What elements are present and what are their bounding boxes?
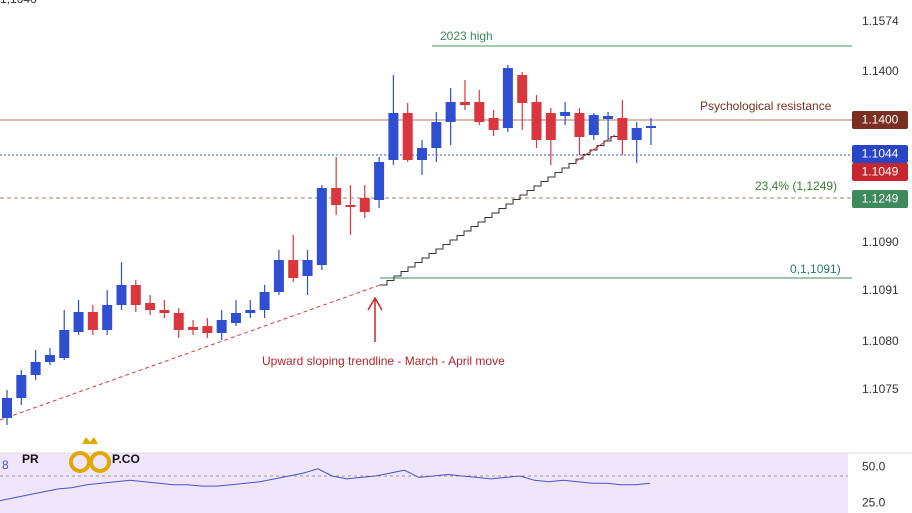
trendline-end xyxy=(574,134,616,163)
trendline xyxy=(0,284,381,421)
price-badge xyxy=(852,145,908,163)
candle-body xyxy=(202,326,213,333)
rsi-tick-label: 25.0 xyxy=(862,496,886,510)
logo: PR P.CO xyxy=(22,437,140,473)
candle-body xyxy=(30,362,41,375)
candle-body xyxy=(359,198,370,212)
candle-body xyxy=(188,327,199,330)
candle-body xyxy=(116,285,127,305)
candle-body xyxy=(488,118,499,130)
y-axis-label: 1.1090 xyxy=(862,235,899,249)
candle-body xyxy=(474,102,485,122)
candle-body xyxy=(173,313,184,330)
candle-body xyxy=(302,260,313,276)
candle-body xyxy=(159,310,170,313)
candle-body xyxy=(574,113,585,137)
price-badge-label: 1.1249 xyxy=(862,192,899,206)
rsi-tick-label: 50.0 xyxy=(862,459,886,473)
annotation: 2023 high xyxy=(440,29,493,43)
candle-body xyxy=(617,118,628,140)
y-axis-label: 1.1400 xyxy=(862,64,899,78)
logo-eye xyxy=(89,451,111,473)
candle-body xyxy=(230,313,241,323)
candle-body xyxy=(388,113,399,160)
annotation: 23,4% (1,1249) xyxy=(755,179,837,193)
price-badge xyxy=(852,163,908,181)
candle-body xyxy=(459,102,470,105)
candle-body xyxy=(59,330,70,358)
candle-body xyxy=(603,116,614,119)
logo-crown xyxy=(82,437,98,444)
candle-body xyxy=(631,128,642,140)
candle-body xyxy=(417,148,428,160)
candle-body xyxy=(545,113,556,140)
fib-steps xyxy=(380,132,619,286)
candle-body xyxy=(102,305,113,330)
candle-body xyxy=(87,312,98,330)
candle-body xyxy=(245,310,256,313)
candle-body xyxy=(2,398,12,418)
y-axis-label: 1.1091 xyxy=(862,283,899,297)
candle-body xyxy=(273,260,284,292)
candle-body xyxy=(216,320,227,333)
price-badge-label: 1.1044 xyxy=(862,147,899,161)
candle-body xyxy=(130,285,141,305)
candle-body xyxy=(402,113,413,160)
rsi-label: 8 xyxy=(2,458,9,472)
candle-body xyxy=(560,112,571,116)
candle-body xyxy=(16,375,27,398)
candle-body xyxy=(374,162,385,200)
price-badge xyxy=(852,111,908,129)
annotation: Upward sloping trendline - March - April… xyxy=(262,354,505,368)
rsi-panel xyxy=(0,453,848,513)
annotation: Psychological resistance xyxy=(700,99,832,113)
candle-body xyxy=(145,303,156,310)
price-badge-label: 1.1400 xyxy=(862,113,899,127)
candle-body xyxy=(288,260,299,278)
candle-body xyxy=(44,355,55,362)
candle-body xyxy=(588,115,599,135)
candle-body xyxy=(502,68,513,128)
candle-body xyxy=(517,75,528,103)
logo-text: P.CO xyxy=(112,452,140,466)
candle-body xyxy=(431,122,442,148)
candle-body xyxy=(316,188,327,265)
y-axis-label: 1.1574 xyxy=(862,14,899,28)
price-badge-label: 1.1049 xyxy=(862,165,899,179)
price-badge xyxy=(852,190,908,208)
arrow-head xyxy=(367,296,383,311)
y-axis-label: 1,1646 xyxy=(0,0,37,6)
annotation: 0,1,1091) xyxy=(790,262,841,276)
candle-body xyxy=(445,102,456,122)
candle-body xyxy=(73,312,84,332)
candle-body xyxy=(646,126,656,128)
candle-body xyxy=(331,188,342,205)
y-axis-label: 1.1075 xyxy=(862,382,899,396)
candle-body xyxy=(345,205,356,207)
candle-body xyxy=(531,102,542,140)
candle-body xyxy=(259,292,270,310)
logo-text: PR xyxy=(22,452,39,466)
y-axis-label: 1.1080 xyxy=(862,334,899,348)
rsi-line xyxy=(0,468,651,502)
